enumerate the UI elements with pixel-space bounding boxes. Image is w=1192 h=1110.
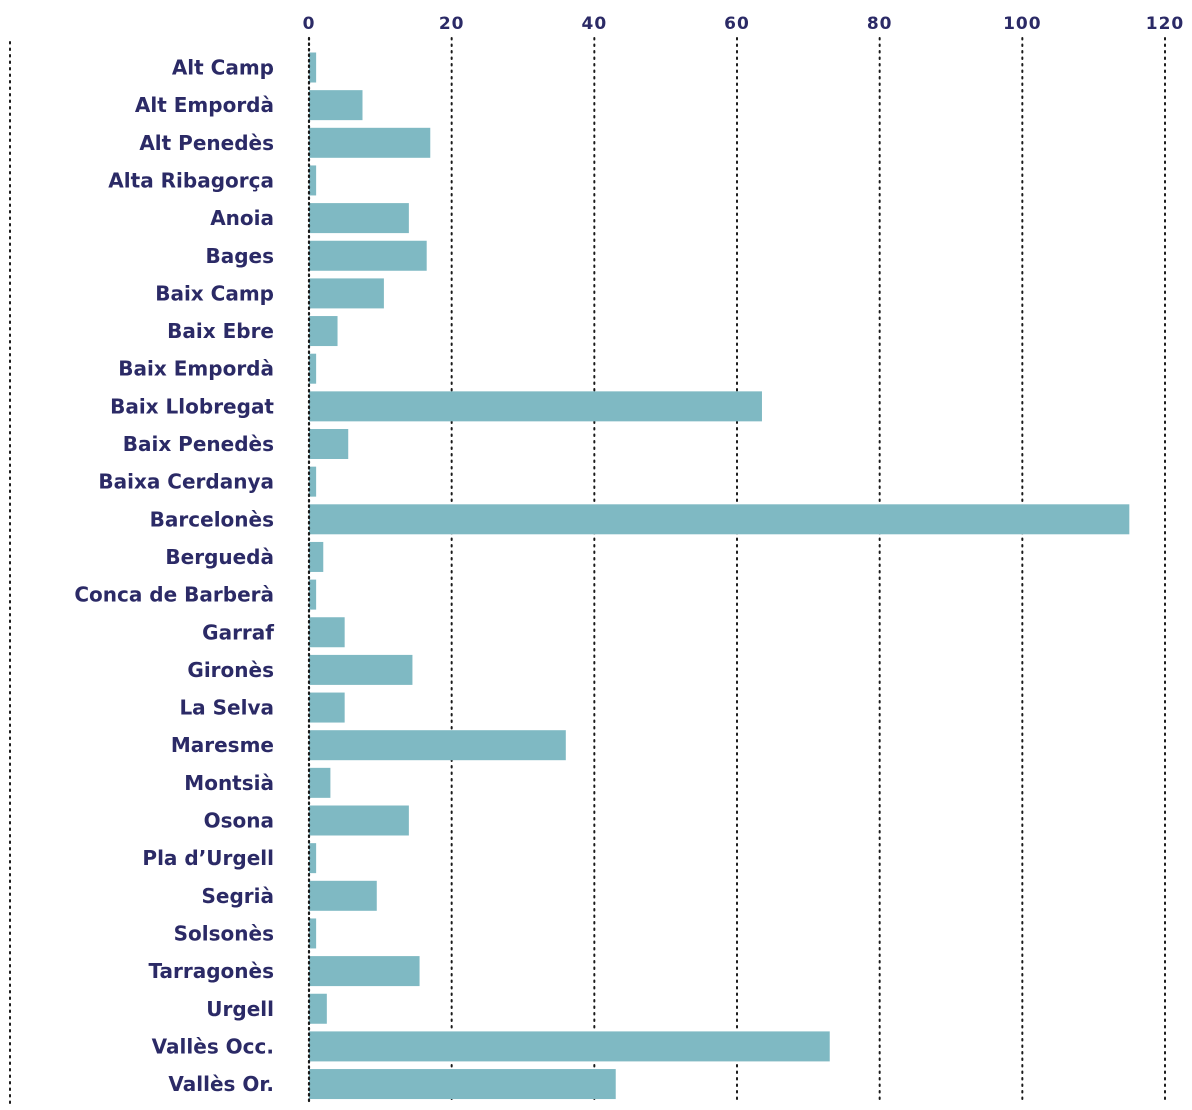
bar-montsia	[309, 767, 331, 798]
category-label-anoia: Anoia	[210, 206, 274, 230]
category-label-baix-llobregat: Baix Llobregat	[110, 394, 274, 418]
category-label-alt-camp: Alt Camp	[172, 56, 274, 80]
bar-girones	[309, 654, 413, 685]
category-label-osona: Osona	[204, 809, 274, 833]
bar-alt-camp	[309, 52, 317, 83]
bar-osona	[309, 805, 409, 836]
category-label-baix-emporda: Baix Empordà	[118, 357, 274, 381]
bar-alt-emporda	[309, 90, 363, 121]
category-label-baix-camp: Baix Camp	[155, 281, 274, 305]
category-label-pla-d-urgell: Pla d’Urgell	[142, 846, 274, 870]
category-label-alta-ribagorca: Alta Ribagorça	[108, 168, 274, 192]
category-labels: Alt Camp Alt Empordà Alt Penedès Alta Ribag…	[74, 56, 274, 1097]
category-label-la-selva: La Selva	[179, 696, 274, 720]
bar-maresme	[309, 730, 566, 761]
x-tick-label-100: 100	[1003, 14, 1042, 34]
x-tick-label-120: 120	[1146, 14, 1185, 34]
bar-segria	[309, 880, 377, 911]
bar-garraf	[309, 617, 345, 648]
bar-baix-emporda	[309, 353, 317, 384]
bar-solsones	[309, 918, 317, 949]
category-label-alt-emporda: Alt Empordà	[135, 93, 274, 117]
bar-bergueda	[309, 541, 324, 572]
bar-anoia	[309, 203, 409, 234]
category-label-montsia: Montsià	[184, 771, 274, 795]
bar-valles-or	[309, 1069, 616, 1100]
bar-baix-camp	[309, 278, 384, 309]
bar-la-selva	[309, 692, 345, 723]
grid-layer	[9, 37, 1166, 1105]
bar-baix-ebre	[309, 316, 338, 347]
bar-layer	[307, 36, 1130, 1106]
bar-conca-de-barbera	[309, 579, 317, 610]
bar-barcelones	[309, 504, 1130, 535]
bar-bages	[309, 240, 427, 271]
category-label-barcelones: Barcelonès	[150, 507, 274, 531]
category-label-alt-penedes: Alt Penedès	[139, 131, 274, 155]
category-label-baix-ebre: Baix Ebre	[167, 319, 274, 343]
category-label-valles-occ: Vallès Occ.	[152, 1034, 274, 1058]
category-label-girones: Gironès	[187, 658, 274, 682]
category-label-maresme: Maresme	[171, 733, 274, 757]
category-label-garraf: Garraf	[202, 620, 274, 644]
bar-pla-d-urgell	[309, 843, 317, 874]
category-label-baix-penedes: Baix Penedès	[123, 432, 274, 456]
bar-alta-ribagorca	[309, 165, 317, 196]
x-tick-label-80: 80	[867, 14, 893, 34]
category-label-segria: Segrià	[202, 884, 275, 908]
bar-baixa-cerdanya	[309, 466, 317, 497]
category-label-conca-de-barbera: Conca de Barberà	[74, 583, 274, 607]
bar-baix-penedes	[309, 429, 349, 459]
category-label-bergueda: Berguedà	[165, 545, 274, 569]
category-label-valles-or: Vallès Or.	[168, 1072, 274, 1096]
bar-alt-penedes	[309, 127, 431, 158]
bar-baix-llobregat	[309, 391, 762, 422]
x-tick-labels: 0 20 40 60 80 100 120	[303, 14, 1185, 34]
category-label-urgell: Urgell	[206, 997, 274, 1021]
bar-urgell	[309, 993, 327, 1024]
x-tick-label-0: 0	[303, 14, 316, 34]
category-label-solsones: Solsonès	[174, 921, 274, 945]
bar-valles-occ	[309, 1031, 830, 1062]
x-tick-label-40: 40	[581, 14, 607, 34]
category-label-tarragones: Tarragonès	[148, 959, 274, 983]
x-tick-label-60: 60	[724, 14, 750, 34]
category-label-bages: Bages	[205, 244, 274, 268]
category-label-baixa-cerdanya: Baixa Cerdanya	[98, 470, 274, 494]
bar-tarragones	[309, 956, 420, 987]
x-tick-label-20: 20	[439, 14, 465, 34]
